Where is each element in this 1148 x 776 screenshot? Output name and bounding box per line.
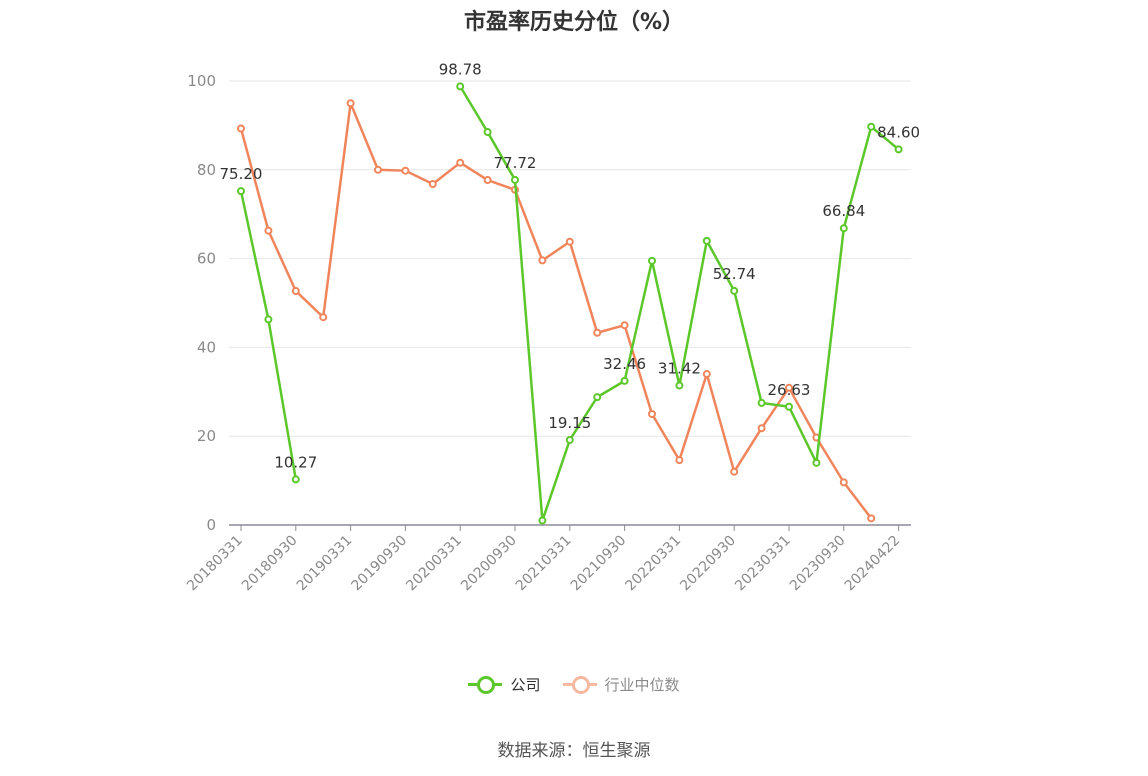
x-tick-label: 20180331: [184, 533, 246, 595]
company-point: [291, 475, 300, 484]
y-tick-label: 60: [197, 250, 216, 268]
company-data-label: 31.42: [658, 359, 701, 377]
x-tick-label: 20210930: [568, 533, 630, 595]
company-point: [839, 224, 848, 233]
legend-item-company[interactable]: 公司: [468, 672, 541, 696]
company-data-label: 19.15: [548, 414, 591, 432]
industry-series-line: [239, 101, 873, 520]
company-data-label: 75.20: [220, 165, 263, 183]
x-tick-label: 20210331: [513, 533, 575, 595]
y-tick-label: 40: [197, 338, 216, 356]
legend-swatch: [562, 672, 597, 696]
y-tick-label: 20: [197, 427, 216, 445]
company-data-label: 77.72: [494, 154, 537, 172]
legend: 公司 行业中位数: [0, 672, 1148, 696]
company-point: [648, 256, 656, 265]
x-tick-label: 20190930: [349, 533, 411, 595]
industry-point: [565, 237, 574, 246]
x-tick-label: 20180930: [239, 533, 301, 595]
company-point: [538, 516, 547, 525]
x-tick-label: 20200930: [458, 533, 520, 595]
company-point: [237, 187, 245, 196]
x-tick-label: 20240422: [842, 533, 904, 595]
company-point: [812, 458, 821, 467]
industry-point: [319, 313, 328, 322]
company-data-label: 26.63: [768, 381, 811, 399]
company-point: [702, 236, 711, 245]
company-point: [867, 122, 876, 131]
company-point: [894, 145, 903, 154]
company-point: [511, 175, 519, 184]
industry-point: [264, 226, 273, 235]
axis-layer: 0 20 40 60 80 100 2018033120180930201903312019…: [184, 72, 911, 594]
series-layer: [237, 82, 903, 525]
legend-swatch: [468, 672, 503, 696]
legend-item-industry[interactable]: 行业中位数: [562, 672, 680, 696]
industry-point: [648, 410, 656, 418]
company-point: [456, 82, 465, 91]
data-source: 数据来源：恒生聚源: [497, 741, 651, 761]
x-tick-label: 20220331: [623, 533, 685, 595]
industry-point: [346, 99, 355, 108]
industry-point: [675, 456, 684, 465]
industry-point: [428, 180, 437, 189]
industry-point: [237, 124, 245, 133]
company-data-label: 52.74: [713, 265, 756, 283]
company-point: [565, 435, 574, 444]
company-point: [483, 128, 492, 137]
industry-point: [839, 478, 848, 487]
company-point: [757, 398, 766, 407]
y-tick-label: 100: [187, 72, 216, 90]
company-data-label: 98.78: [439, 60, 482, 78]
pe-percentile-chart: 0 20 40 60 80 100 2018033120180930201903312019…: [184, 60, 921, 594]
industry-point: [730, 467, 739, 476]
industry-point: [702, 370, 711, 379]
industry-point: [374, 165, 382, 174]
industry-point: [620, 321, 629, 330]
legend-label: 行业中位数: [604, 675, 680, 694]
industry-point: [538, 256, 547, 265]
company-point: [785, 402, 793, 411]
company-series-line: [459, 85, 900, 522]
company-point: [675, 381, 684, 390]
x-tick-label: 20230331: [732, 533, 794, 595]
chart-title: 市盈率历史分位（%）: [463, 10, 685, 35]
industry-point: [401, 166, 410, 175]
industry-point: [483, 176, 492, 185]
industry-point: [867, 514, 876, 523]
industry-point: [593, 328, 602, 337]
industry-point: [785, 383, 793, 392]
y-tick-label: 80: [197, 161, 216, 179]
legend-label: 公司: [510, 675, 541, 694]
industry-point: [456, 158, 465, 167]
y-tick-label: 0: [206, 516, 216, 534]
company-point: [264, 315, 273, 324]
x-tick-label: 20190331: [294, 533, 356, 595]
company-data-label: 66.84: [822, 202, 865, 220]
company-point: [620, 376, 629, 385]
label-layer: 75.20 10.27 98.78 77.72 19.15 32.46 31.42 52.74…: [220, 60, 921, 471]
company-data-label: 10.27: [274, 453, 317, 471]
x-tick-label: 20220930: [677, 533, 739, 595]
x-tick-label: 20200331: [403, 533, 465, 595]
company-data-label: 32.46: [603, 355, 646, 373]
company-point: [593, 393, 602, 402]
company-data-label: 84.60: [877, 123, 920, 141]
company-point: [730, 286, 739, 295]
industry-point: [291, 287, 300, 296]
x-tick-label: 20230930: [787, 533, 849, 595]
industry-point: [757, 424, 766, 433]
